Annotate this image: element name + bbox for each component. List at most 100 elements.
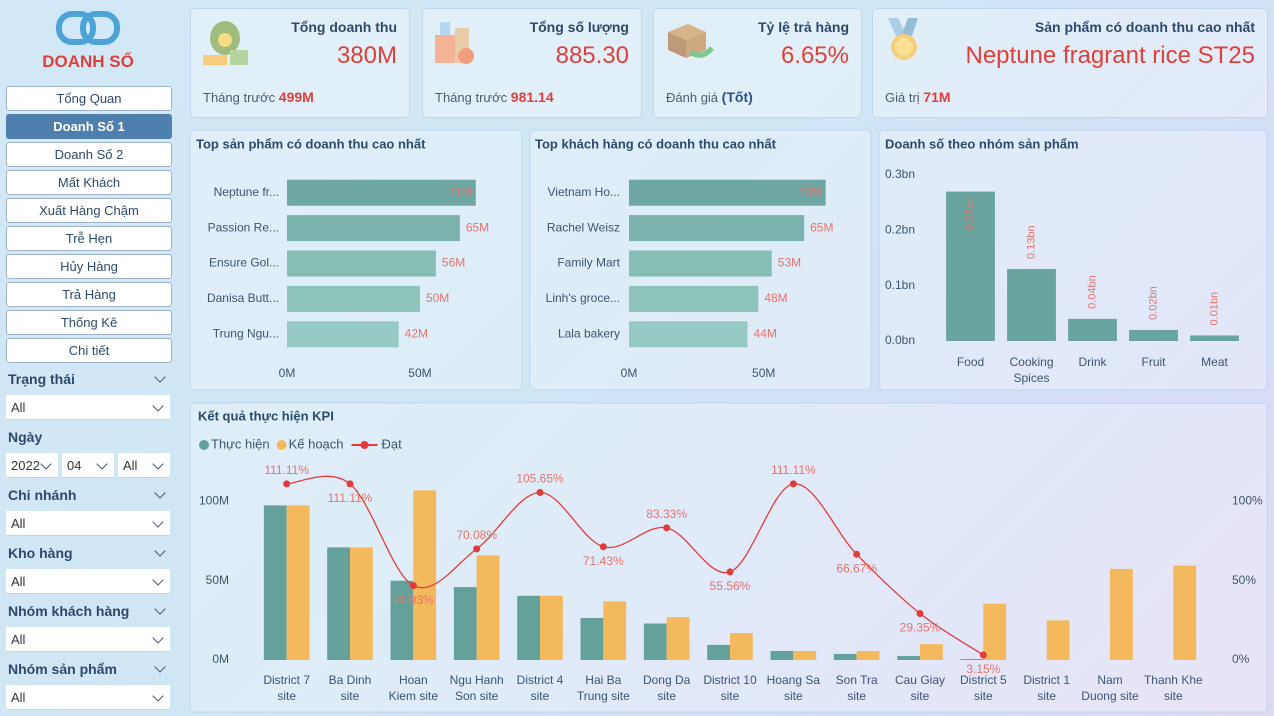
nav-button[interactable]: Xuất Hàng Chậm <box>6 198 172 223</box>
y-tick-label: Ensure Gol... <box>209 256 279 270</box>
select-box[interactable]: All <box>6 627 170 652</box>
data-label: 53M <box>778 256 801 270</box>
bar <box>1007 269 1056 341</box>
select-box[interactable]: All <box>6 569 170 594</box>
bar <box>629 250 772 277</box>
select-box[interactable]: 2022 <box>6 453 58 478</box>
data-label: 50M <box>426 291 449 305</box>
bar <box>629 179 826 206</box>
chart-title: Top khách hàng có doanh thu cao nhất <box>535 136 777 151</box>
icon-goods <box>435 22 474 64</box>
point <box>536 489 544 497</box>
bar <box>707 644 730 660</box>
y-tick-label: 0.1bn <box>885 278 915 292</box>
bar <box>793 650 817 660</box>
bar <box>960 659 984 660</box>
point <box>916 609 924 617</box>
data-label: 71M <box>448 185 471 199</box>
y-tick-label: Linh's groce... <box>546 291 620 305</box>
bar <box>920 644 943 660</box>
nav-button[interactable]: Hủy Hàng <box>6 254 172 279</box>
chevron <box>152 690 164 702</box>
data-label: 0.13bn <box>1025 225 1037 259</box>
bar <box>1173 565 1197 660</box>
chart-title: Kết quả thực hiện KPI <box>198 408 334 423</box>
bar <box>856 650 880 660</box>
y-tick-label: Trung Ngu... <box>213 326 279 340</box>
data-label: 48M <box>764 291 787 305</box>
data-label: 66.67% <box>836 561 877 575</box>
bar <box>897 656 920 660</box>
data-label: 55.56% <box>710 579 751 593</box>
nav-button[interactable]: Mất Khách <box>6 170 172 195</box>
bar <box>730 633 753 660</box>
legend-label: Đạt <box>382 436 403 451</box>
bar <box>413 490 437 660</box>
nav-button[interactable]: Thống Kê <box>6 310 172 335</box>
nav-button[interactable]: Chi tiết <box>6 338 172 363</box>
x-tick-label: 0M <box>279 366 296 380</box>
chevron <box>152 458 164 470</box>
nav-button[interactable]: Tổng Quan <box>6 86 172 111</box>
bar <box>629 285 759 312</box>
bar <box>453 587 477 660</box>
bar <box>1068 318 1117 341</box>
data-label: 71.43% <box>583 554 624 568</box>
bar <box>390 580 414 660</box>
nav-button[interactable]: Trễ Hẹn <box>6 226 172 251</box>
chart-title: Doanh số theo nhóm sản phẩm <box>885 136 1079 151</box>
logo <box>56 11 120 45</box>
y2-tick-label: 0% <box>1232 652 1250 666</box>
x-tick-label: 50M <box>408 366 431 380</box>
data-label: 0.01bn <box>1208 292 1220 326</box>
data-label: 83.33% <box>646 507 687 521</box>
bar <box>603 601 627 660</box>
y-tick-label: Passion Re... <box>208 220 279 234</box>
y2-tick-label: 50% <box>1232 573 1256 587</box>
nav-button[interactable]: Doanh Số 1 <box>6 114 172 139</box>
bar <box>517 595 540 660</box>
select-box[interactable]: 04 <box>62 453 114 478</box>
point <box>789 480 797 488</box>
bar <box>946 191 995 341</box>
select-box[interactable]: All <box>6 511 170 536</box>
bar <box>540 595 563 660</box>
y-tick-label: 0.3bn <box>885 167 915 181</box>
data-label: 46.93% <box>393 593 434 607</box>
y2-tick-label: 100% <box>1232 494 1263 508</box>
y-tick-label: 0.0bn <box>885 333 915 347</box>
chevron <box>96 458 108 470</box>
legend-marker <box>276 440 287 450</box>
bar <box>1046 620 1070 660</box>
point <box>663 524 671 532</box>
y-tick-label: 100M <box>199 494 229 508</box>
bar <box>263 505 287 660</box>
chevron <box>152 516 164 528</box>
bar <box>643 623 667 660</box>
bar <box>1129 329 1178 341</box>
y-tick-label: Danisa Butt... <box>207 291 279 305</box>
bar <box>629 321 748 348</box>
bar <box>327 547 350 660</box>
point <box>599 543 607 551</box>
y-tick-label: Vietnam Ho... <box>548 185 620 199</box>
data-label: 0.02bn <box>1147 286 1159 320</box>
chart-title: Top sản phẩm có doanh thu cao nhất <box>196 136 426 151</box>
nav-button[interactable]: Doanh Số 2 <box>6 142 172 167</box>
data-label: 44M <box>754 326 777 340</box>
icon-medal <box>888 18 918 60</box>
data-label: 111.11% <box>771 463 816 477</box>
select-box[interactable]: All <box>6 395 170 420</box>
point <box>473 545 481 553</box>
chevron <box>152 632 164 644</box>
data-label: 105.65% <box>516 472 564 486</box>
select-box[interactable]: All <box>118 453 170 478</box>
legend-marker <box>199 440 209 450</box>
select-box[interactable]: All <box>6 685 170 710</box>
data-label: 29.35% <box>900 621 941 635</box>
y-tick-label: 0.2bn <box>885 223 915 237</box>
x-tick-label: 50M <box>752 366 775 380</box>
data-label: 42M <box>405 326 428 340</box>
nav-button[interactable]: Trả Hàng <box>6 282 172 307</box>
